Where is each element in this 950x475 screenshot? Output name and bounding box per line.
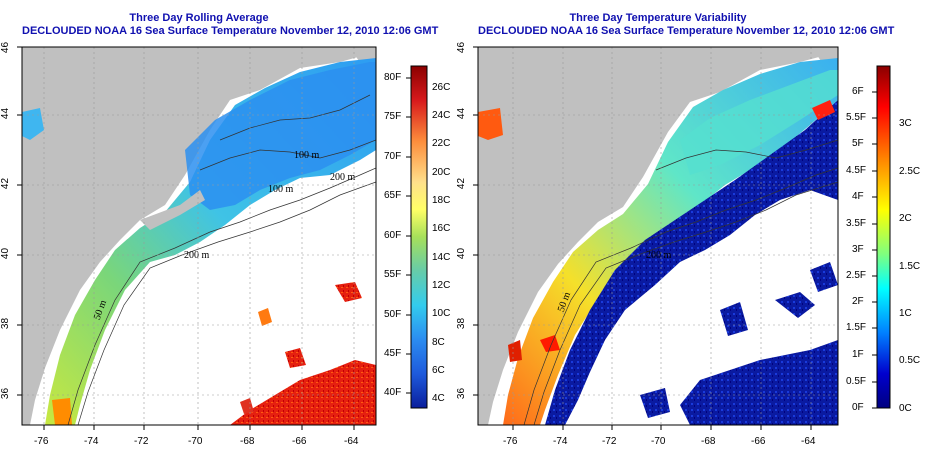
colorbar-label-f: 3F: [852, 244, 864, 255]
colorbar-label-f: 0.5F: [846, 376, 867, 387]
colorbar-label-f: 5F: [852, 138, 864, 149]
colorbar-label-f: 55F: [384, 269, 402, 280]
y-tick-label: 46: [456, 41, 468, 54]
colorbar-label-f: 2.5F: [846, 270, 867, 281]
colorbar-label-c: 3C: [899, 118, 912, 129]
y-tick-label: 42: [456, 177, 468, 190]
colorbar-label-c: 10C: [432, 308, 451, 319]
panel1-title: Three Day Rolling Average DECLOUDED NOAA…: [22, 12, 439, 38]
colorbar-label-c: 16C: [432, 223, 451, 234]
colorbar-label-f: 3.5F: [846, 218, 867, 229]
x-tick-label: -72: [134, 436, 149, 447]
colorbar-label-c: 0.5C: [899, 355, 921, 366]
colorbar-label-c: 14C: [432, 252, 451, 263]
x-tick-label: -64: [344, 436, 359, 447]
map-frame: [477, 46, 839, 426]
variability-map: 200 m 50 m: [478, 47, 838, 425]
map-grid: [22, 47, 376, 425]
panel1-title-line2: DECLOUDED NOAA 16 Sea Surface Temperatur…: [22, 25, 439, 37]
colorbar-label-c: 1.5C: [899, 261, 921, 272]
colorbar-label-c: 1C: [899, 308, 912, 319]
gulf-stream-warm-water: [230, 360, 376, 425]
colorbar-label-f: 4F: [852, 191, 864, 202]
y-tick-label: 44: [0, 107, 12, 120]
panel2-title-line2: DECLOUDED NOAA 16 Sea Surface Temperatur…: [478, 25, 895, 37]
x-tick-label: -76: [503, 436, 518, 447]
colorbar-label-c: 24C: [432, 110, 451, 121]
colorbar-label-c: 18C: [432, 195, 451, 206]
colorbar-label-f: 1F: [852, 349, 864, 360]
y-tick-label: 40: [0, 247, 12, 260]
colorbar-label-c: 0C: [899, 403, 912, 414]
depth-contours: [523, 139, 838, 425]
x-tick-label: -70: [188, 436, 203, 447]
panel2-title-line1: Three Day Temperature Variability: [569, 12, 747, 24]
contour-label: 200 m: [646, 250, 672, 261]
x-tick-label: -66: [751, 436, 766, 447]
colorbar-label-f: 65F: [384, 190, 402, 201]
colorbar-label-c: 12C: [432, 280, 451, 291]
y-tick-label: 46: [0, 41, 12, 54]
depth-contours: [67, 94, 376, 425]
x-tick-label: -68: [240, 436, 255, 447]
colorbar-label-f: 40F: [384, 387, 402, 398]
contour-label: 100 m: [268, 184, 294, 195]
colorbar-label-c: 20C: [432, 167, 451, 178]
y-tick-label: 38: [0, 317, 12, 330]
sst-map: 100 m 200 m 200 m 100 m 50 m: [22, 47, 376, 425]
land-mass: [22, 47, 376, 425]
colorbar-label-c: 2C: [899, 213, 912, 224]
y-tick-label: 42: [0, 177, 12, 190]
colorbar-label-f: 75F: [384, 111, 402, 122]
colorbar-label-c: 4C: [432, 393, 445, 404]
y-tick-label: 40: [456, 247, 468, 260]
variability-colorbar: [876, 65, 891, 409]
colorbar-label-f: 5.5F: [846, 112, 867, 123]
colorbar-label-c: 22C: [432, 138, 451, 149]
colorbar-label-f: 60F: [384, 230, 402, 241]
map-frame: [21, 46, 377, 426]
colorbar-label-f: 50F: [384, 309, 402, 320]
colorbar-label-f: 0F: [852, 402, 864, 413]
panel1-title-line1: Three Day Rolling Average: [129, 12, 269, 24]
shelf-water: [503, 58, 838, 425]
x-tick-label: -74: [553, 436, 568, 447]
low-variability-water: [545, 100, 838, 425]
colorbar-label-f: 2F: [852, 296, 864, 307]
y-tick-label: 44: [456, 107, 468, 120]
x-tick-label: -64: [801, 436, 816, 447]
colorbar-label-c: 2.5C: [899, 166, 921, 177]
colorbar-label-c: 8C: [432, 337, 445, 348]
colorbar-label-f: 70F: [384, 151, 402, 162]
x-tick-label: -68: [701, 436, 716, 447]
x-tick-label: -74: [84, 436, 99, 447]
land-mass: [478, 47, 838, 425]
x-tick-label: -72: [602, 436, 617, 447]
contour-label: 100 m: [294, 150, 320, 161]
x-tick-label: -70: [651, 436, 666, 447]
contour-label: 200 m: [330, 172, 356, 183]
y-tick-label: 38: [456, 317, 468, 330]
colorbar-label-f: 1.5F: [846, 322, 867, 333]
y-tick-label: 36: [456, 387, 468, 400]
colorbar-label-f: 6F: [852, 86, 864, 97]
colorbar-label-f: 4.5F: [846, 165, 867, 176]
sst-colorbar: [410, 65, 428, 409]
colorbar-label-c: 26C: [432, 82, 451, 93]
colorbar-label-f: 45F: [384, 348, 402, 359]
x-tick-label: -76: [34, 436, 49, 447]
y-tick-label: 36: [0, 387, 12, 400]
map-grid: [478, 47, 838, 425]
contour-label: 200 m: [184, 250, 210, 261]
colorbar-label-f: 80F: [384, 72, 402, 83]
panel2-title: Three Day Temperature Variability DECLOU…: [478, 12, 895, 38]
colorbar-label-c: 6C: [432, 365, 445, 376]
x-tick-label: -66: [292, 436, 307, 447]
